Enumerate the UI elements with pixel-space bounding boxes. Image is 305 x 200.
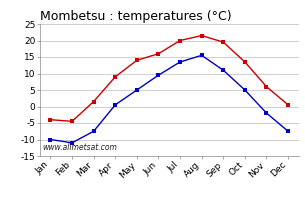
Text: www.allmetsat.com: www.allmetsat.com bbox=[42, 143, 117, 152]
Text: Mombetsu : temperatures (°C): Mombetsu : temperatures (°C) bbox=[40, 10, 231, 23]
